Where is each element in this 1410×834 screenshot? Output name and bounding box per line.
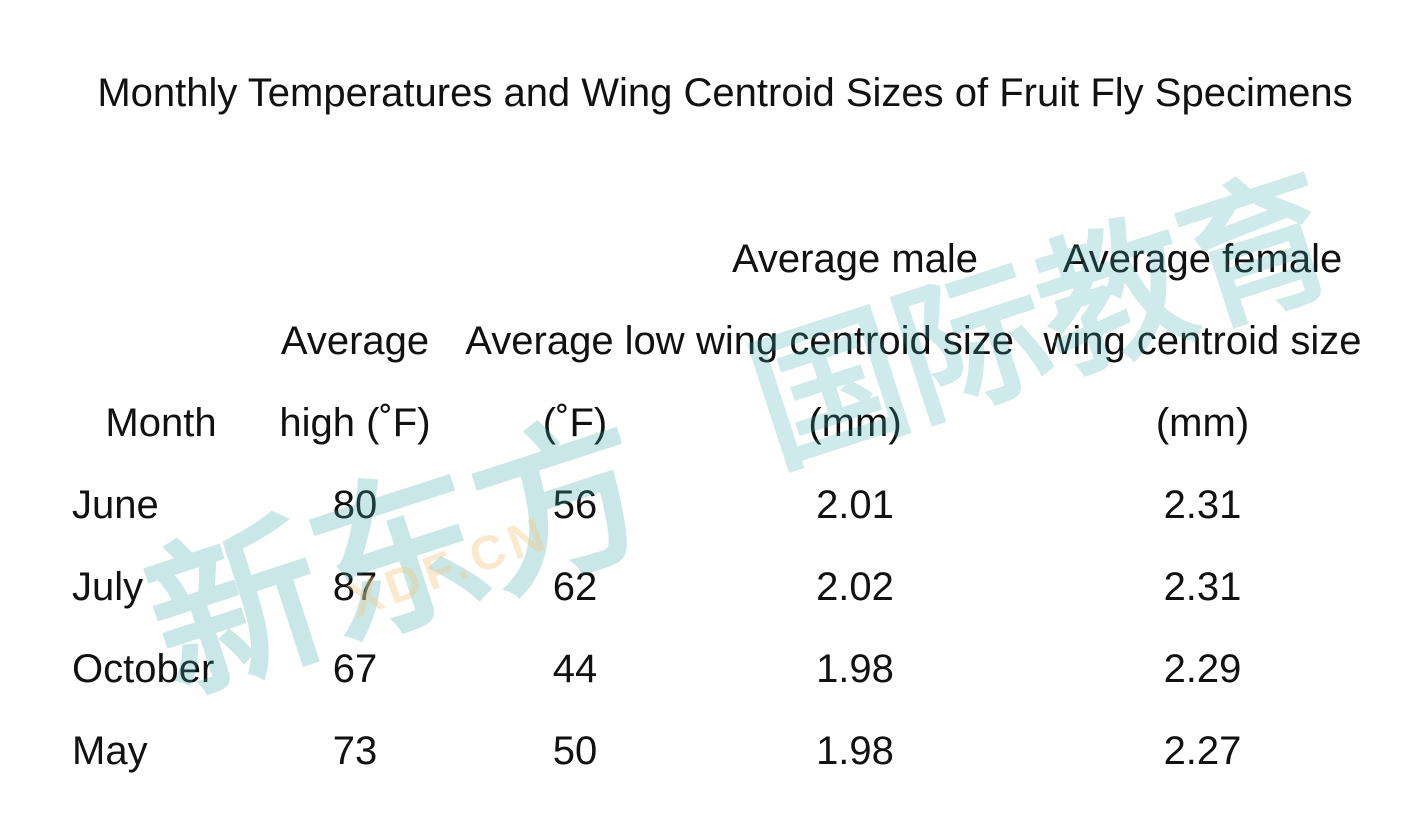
table-cell: 56 (552, 483, 598, 527)
table-cell: 67 (332, 647, 378, 691)
table-cell: 44 (552, 647, 598, 691)
data-table: Month Average high (˚F) Average low (˚F) Av… (72, 218, 1385, 792)
data-row: October 67 44 1.98 2.29 (72, 628, 1385, 710)
header-cell: Average low (˚F) (465, 319, 685, 445)
table-cell: October (72, 647, 215, 691)
header-cell: Average high (˚F) (279, 319, 431, 445)
table-cell: 62 (552, 565, 598, 609)
table-cell: 87 (332, 565, 378, 609)
table-cell: 1.98 (816, 729, 894, 773)
table-cell: June (72, 483, 159, 527)
table-cell: 2.27 (1163, 729, 1242, 773)
data-row: June 80 56 2.01 2.31 (72, 464, 1385, 546)
header-cell: Average female wing centroid size (mm) (1043, 237, 1362, 445)
table-cell: 2.01 (816, 483, 894, 527)
table-cell: 2.31 (1163, 565, 1242, 609)
header-cell: Average male wing centroid size (mm) (696, 237, 1014, 445)
table-cell: May (72, 729, 148, 773)
data-row: May 73 50 1.98 2.27 (72, 710, 1385, 792)
table-cell: 73 (332, 729, 378, 773)
table-cell: 50 (552, 729, 598, 773)
table-cell: 2.31 (1163, 483, 1242, 527)
data-row: July 87 62 2.02 2.31 (72, 546, 1385, 628)
table-cell: 2.02 (816, 565, 894, 609)
table-cell: 80 (332, 483, 378, 527)
table-title: Monthly Temperatures and Wing Centroid S… (97, 71, 1353, 115)
header-row: Month Average high (˚F) Average low (˚F) Av… (72, 218, 1385, 464)
table-cell: July (72, 565, 144, 609)
table-cell: 2.29 (1163, 647, 1242, 691)
table-cell: 1.98 (816, 647, 894, 691)
header-cell: Month (105, 401, 217, 445)
